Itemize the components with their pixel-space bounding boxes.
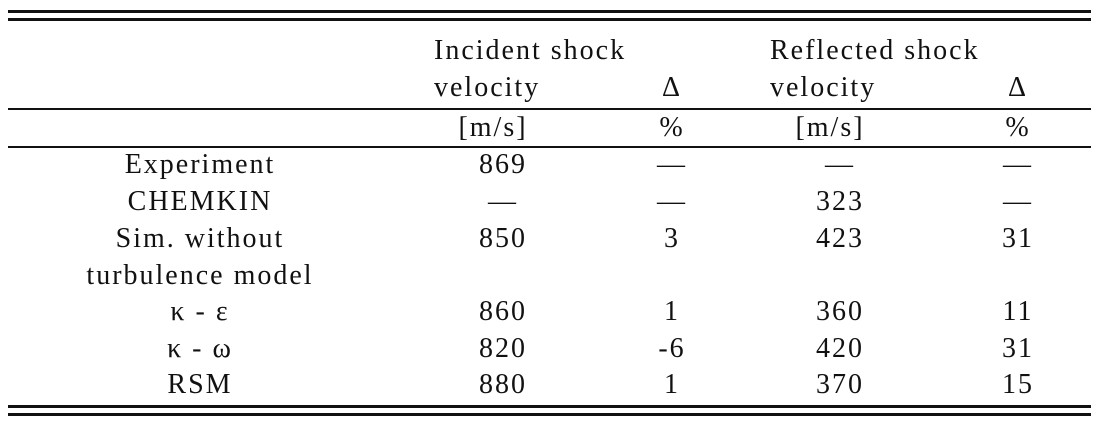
- group-header: Reflected shock: [770, 35, 980, 66]
- top-rule: [8, 10, 1091, 13]
- cell: 11: [1002, 296, 1034, 327]
- cell: 15: [1002, 369, 1034, 400]
- cell: 820: [479, 333, 527, 364]
- column-header: Δ: [1007, 72, 1029, 103]
- cell: —: [1003, 186, 1033, 217]
- cell: 3: [664, 223, 680, 254]
- units-rule: [8, 146, 1091, 148]
- cell: 850: [479, 223, 527, 254]
- cell: 880: [479, 369, 527, 400]
- bottom-rule: [8, 413, 1091, 416]
- cell: 31: [1002, 223, 1034, 254]
- cell: —: [488, 186, 518, 217]
- cell: —: [657, 186, 687, 217]
- unit: %: [659, 112, 685, 143]
- cell: 360: [816, 296, 864, 327]
- unit: %: [1005, 112, 1031, 143]
- cell: 869: [479, 149, 527, 180]
- group-header: Incident shock: [434, 35, 627, 66]
- row-label: κ - ε: [170, 296, 230, 327]
- cell: 31: [1002, 333, 1034, 364]
- row-label: turbulence model: [86, 260, 314, 291]
- row-label: CHEMKIN: [127, 186, 273, 217]
- cell: —: [1003, 149, 1033, 180]
- column-header: velocity: [434, 72, 541, 103]
- header-rule: [8, 108, 1091, 110]
- unit: [m/s]: [458, 112, 528, 143]
- row-label: Experiment: [124, 149, 276, 180]
- cell: —: [825, 149, 855, 180]
- unit: [m/s]: [795, 112, 865, 143]
- cell: 1: [664, 369, 680, 400]
- cell: 423: [816, 223, 864, 254]
- row-label: RSM: [167, 369, 233, 400]
- column-header: Δ: [661, 72, 683, 103]
- column-header: velocity: [770, 72, 877, 103]
- cell: 323: [816, 186, 864, 217]
- cell: 420: [816, 333, 864, 364]
- cell: 860: [479, 296, 527, 327]
- row-label: Sim. without: [115, 223, 285, 254]
- row-label: κ - ω: [167, 333, 233, 364]
- top-rule: [8, 18, 1091, 21]
- cell: 1: [664, 296, 680, 327]
- cell: -6: [658, 333, 686, 364]
- cell: —: [657, 149, 687, 180]
- bottom-rule: [8, 405, 1091, 408]
- cell: 370: [816, 369, 864, 400]
